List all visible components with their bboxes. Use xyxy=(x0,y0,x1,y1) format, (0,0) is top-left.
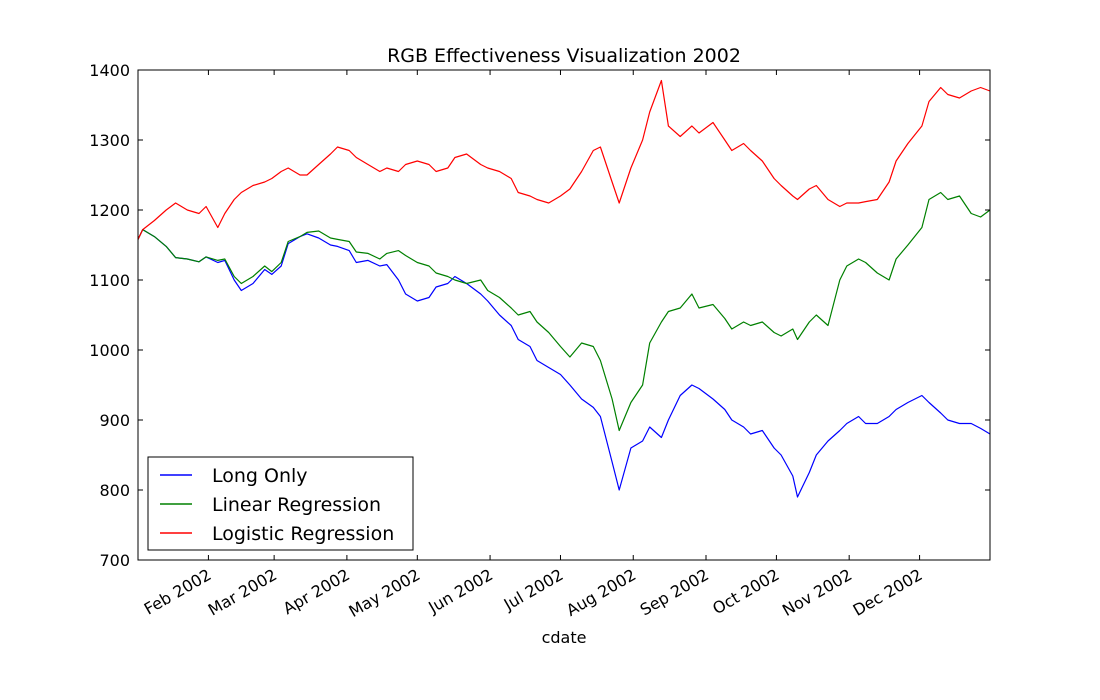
y-tick-label: 1200 xyxy=(89,201,130,220)
x-tick-label: Oct 2002 xyxy=(709,565,782,618)
x-tick-label: Jun 2002 xyxy=(424,565,496,617)
legend-label: Linear Regression xyxy=(212,494,381,516)
y-tick-label: 900 xyxy=(99,411,130,430)
x-axis-label: cdate xyxy=(542,628,587,647)
legend-label: Long Only xyxy=(212,465,308,487)
chart-title: RGB Effectiveness Visualization 2002 xyxy=(387,45,741,67)
legend-label: Logistic Regression xyxy=(212,523,394,545)
x-tick-label: Nov 2002 xyxy=(779,565,855,620)
y-tick-label: 1100 xyxy=(89,271,130,290)
x-tick-label: Aug 2002 xyxy=(563,565,639,620)
y-tick-label: 1000 xyxy=(89,341,130,360)
x-tick-label: Sep 2002 xyxy=(637,565,712,619)
x-tick-label: Apr 2002 xyxy=(280,565,353,618)
series-line-linear-regression xyxy=(137,191,991,432)
y-tick-label: 700 xyxy=(99,551,130,570)
legend: Long Only Linear Regression Logistic Regre… xyxy=(147,456,414,551)
series-line-long-only xyxy=(137,229,991,498)
x-tick-label: Feb 2002 xyxy=(141,565,215,619)
y-tick-label: 1400 xyxy=(89,61,130,80)
x-tick-label: Jul 2002 xyxy=(500,565,567,615)
legend-box xyxy=(147,456,414,551)
x-tick-label: Dec 2002 xyxy=(850,565,926,620)
plot-area xyxy=(137,79,991,498)
plot-frame xyxy=(137,69,991,561)
y-tick-label: 1300 xyxy=(89,131,130,150)
y-tick-label: 800 xyxy=(99,481,130,500)
series-line-logistic-regression xyxy=(137,79,991,240)
x-tick-label: Mar 2002 xyxy=(205,565,280,619)
x-tick-label: May 2002 xyxy=(345,565,423,621)
